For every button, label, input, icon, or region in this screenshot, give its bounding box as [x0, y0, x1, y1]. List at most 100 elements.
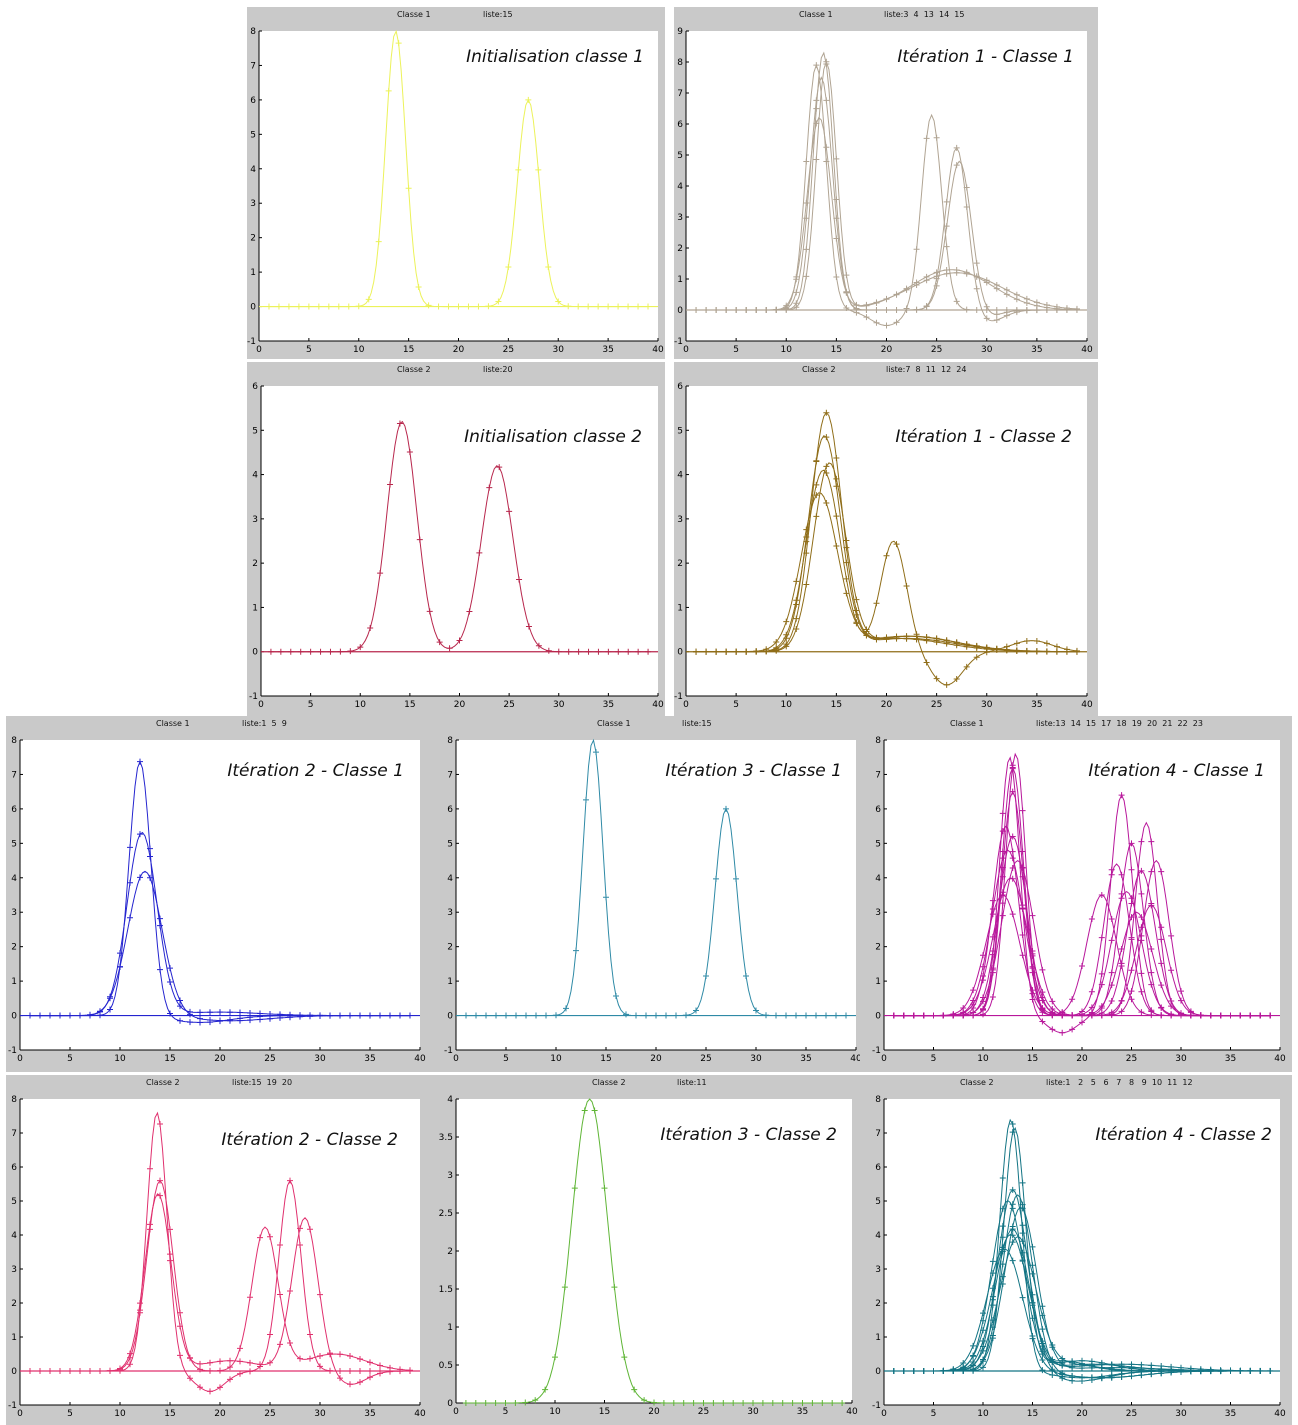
data-point-marker — [1178, 997, 1184, 1004]
data-point-marker — [307, 1226, 313, 1233]
data-point-marker — [1138, 867, 1145, 874]
data-point-marker — [317, 1012, 323, 1019]
data-point-marker — [1128, 988, 1135, 995]
data-point-marker — [1049, 1356, 1056, 1363]
data-point-marker — [87, 1011, 93, 1018]
data-point-marker — [1108, 1009, 1115, 1016]
x-tick-label: 20 — [881, 345, 893, 355]
data-point-marker — [1039, 989, 1046, 996]
data-point-marker — [257, 1010, 263, 1017]
data-point-marker — [601, 1185, 608, 1192]
data-point-marker — [1043, 640, 1050, 647]
y-tick-label: 4 — [11, 1231, 17, 1241]
data-point-marker — [993, 316, 1000, 323]
data-point-marker — [933, 675, 940, 682]
y-tick-label: 8 — [250, 27, 256, 37]
data-point-marker — [277, 1291, 283, 1298]
data-point-marker — [1108, 937, 1115, 944]
data-point-marker — [999, 873, 1006, 880]
data-point-marker — [1108, 997, 1115, 1004]
chart-panel-p3: Classe 2 liste:20 0 5 10 15 20 25 30 35 40 -1 0 1 2 3 4 5… — [247, 362, 665, 716]
data-point-marker — [883, 552, 890, 559]
x-tick-label: 5 — [503, 1407, 509, 1417]
data-point-marker — [1118, 962, 1125, 969]
data-point-marker — [545, 647, 552, 654]
data-point-marker — [137, 831, 143, 838]
data-point-marker — [207, 1017, 213, 1024]
plot-area — [261, 386, 658, 696]
header-liste-label: liste:15 — [483, 10, 513, 19]
data-point-marker — [783, 302, 790, 309]
x-tick-label: 0 — [258, 700, 264, 710]
data-point-marker — [723, 648, 730, 655]
data-point-marker — [989, 1317, 996, 1324]
data-point-marker — [793, 276, 800, 283]
x-tick-label: 15 — [1027, 1054, 1038, 1064]
data-point-marker — [1237, 1368, 1244, 1375]
data-point-marker — [1009, 1205, 1016, 1212]
data-point-marker — [523, 1012, 529, 1019]
data-point-marker — [1079, 1361, 1085, 1368]
data-point-marker — [473, 1012, 479, 1019]
x-tick-label: 0 — [881, 1054, 887, 1064]
data-point-marker — [829, 1400, 836, 1406]
data-point-marker — [611, 1284, 618, 1291]
data-point-marker — [177, 1003, 183, 1010]
data-point-marker — [565, 303, 572, 310]
data-point-marker — [1039, 1338, 1046, 1345]
data-point-marker — [1207, 1012, 1214, 1019]
data-point-marker — [1197, 1368, 1204, 1375]
data-point-marker — [522, 1399, 529, 1406]
data-point-marker — [446, 645, 453, 652]
data-point-marker — [533, 1012, 539, 1019]
data-point-marker — [723, 307, 730, 313]
data-point-marker — [913, 306, 920, 313]
data-point-marker — [237, 1358, 243, 1365]
data-point-marker — [177, 1017, 183, 1024]
data-point-marker — [773, 1012, 779, 1019]
data-point-marker — [1128, 967, 1135, 974]
data-point-marker — [595, 303, 602, 310]
y-tick-label: 6 — [250, 96, 256, 106]
series-0 — [267, 420, 652, 655]
data-point-marker — [1019, 1205, 1026, 1212]
data-point-marker — [1128, 866, 1135, 873]
data-point-marker — [960, 1011, 967, 1018]
data-point-marker — [1128, 840, 1135, 847]
y-tick-label: 4 — [447, 874, 453, 884]
plot-area — [456, 1099, 852, 1403]
data-point-marker — [1023, 637, 1030, 644]
data-point-marker — [277, 1341, 283, 1348]
x-tick-label: 0 — [453, 1407, 459, 1417]
chart-title: Itération 1 - Classe 1 — [897, 47, 1074, 67]
y-tick-label: 3.5 — [439, 1133, 453, 1143]
data-point-marker — [713, 307, 720, 313]
data-point-marker — [625, 648, 632, 655]
data-point-marker — [1039, 966, 1046, 973]
data-point-marker — [843, 289, 850, 296]
data-point-marker — [1098, 1012, 1105, 1019]
data-point-marker — [217, 1358, 223, 1365]
data-point-marker — [117, 950, 123, 957]
data-point-marker — [147, 1221, 153, 1228]
data-point-marker — [307, 1355, 313, 1362]
data-point-marker — [1118, 871, 1125, 878]
data-point-marker — [670, 1399, 677, 1406]
data-point-marker — [943, 223, 950, 230]
chart-panel-p6: Classe 1 liste:15 0 5 10 15 20 25 30 35 40 -1 0 1 2 3 4 5… — [432, 716, 860, 1072]
data-point-marker — [1069, 1360, 1076, 1367]
x-tick-label: 20 — [214, 1409, 226, 1419]
data-point-marker — [217, 1017, 223, 1024]
data-point-marker — [1019, 873, 1026, 880]
data-point-marker — [999, 864, 1006, 871]
data-point-marker — [863, 301, 870, 308]
y-tick-label: -1 — [872, 1046, 881, 1056]
data-point-marker — [397, 1012, 403, 1019]
data-point-marker — [1033, 648, 1040, 655]
data-point-marker — [1158, 868, 1165, 875]
chart-title: Initialisation classe 1 — [466, 47, 644, 67]
data-point-marker — [989, 993, 996, 1000]
x-tick-label: 35 — [1031, 700, 1042, 710]
data-point-marker — [425, 302, 432, 309]
